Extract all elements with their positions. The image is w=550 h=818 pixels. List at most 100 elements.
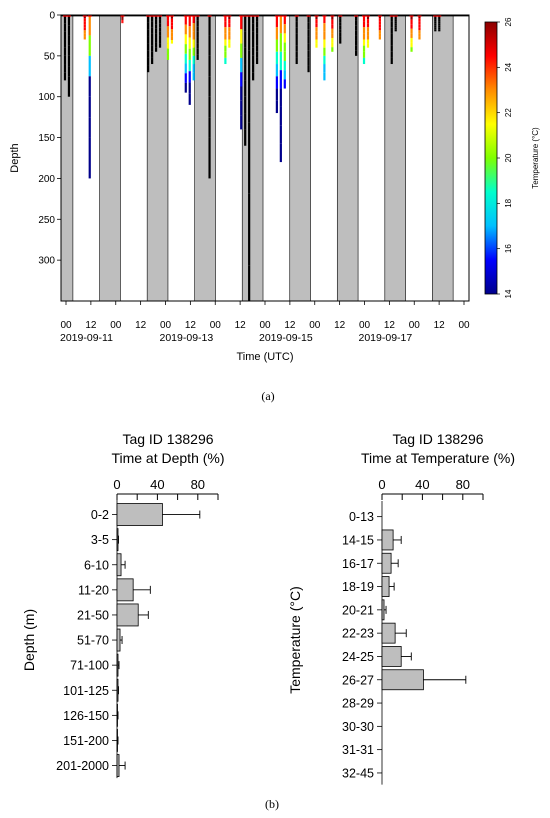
category-label: 21-50 [77, 608, 109, 622]
category-label: 126-150 [63, 709, 109, 723]
time-tick-label: 00 [409, 320, 421, 331]
night-band [384, 14, 406, 302]
dive-profile [389, 15, 394, 65]
bar [381, 529, 394, 551]
time-x-axis: 00 12 00 12 00 12 00 12 00 12 00 12 00 12 00 12 002019-0… [60, 301, 470, 344]
plot-a-frame [60, 14, 470, 302]
dive-profile [227, 15, 232, 48]
date-label: 2019-09-15 [259, 332, 313, 344]
time-tick-label: 00 [359, 320, 371, 331]
dive-profile [146, 15, 151, 73]
temperature-category-labels: 0-13 14-15 16-17 18-19 20-21 22-23 24-25 26-27 2… [342, 510, 382, 780]
dive-profile [223, 15, 228, 65]
night-band [60, 14, 74, 302]
percent-tick-label: 0 [378, 477, 385, 492]
night-band [146, 14, 169, 302]
colorbar-tick-label: 26 [504, 17, 513, 26]
time-tick-label: 00 [458, 320, 470, 331]
percent-tick-label: 40 [150, 477, 164, 492]
depth-category-labels: 0-2 3-5 6-10 11-20 21-50 51-70 71-100 101-125 12… [56, 508, 117, 773]
dive-profile [362, 15, 367, 65]
time-tick-label: 00 [60, 320, 72, 331]
time-tick-label: 12 [384, 320, 396, 331]
time-tick-label: 12 [85, 320, 97, 331]
dive-profile [417, 15, 422, 40]
dive-profiles [61, 15, 469, 301]
bar [116, 729, 118, 752]
depth-y-axis: 0 50 100 150 200 250 300 [38, 11, 61, 267]
dive-profile [187, 15, 192, 105]
dive-profile [62, 15, 67, 81]
depth-axis-label: Depth [9, 143, 21, 172]
percent-tick-label: 40 [415, 477, 429, 492]
dive-profile [207, 15, 212, 179]
depth-tick-label: 200 [38, 174, 55, 185]
bar [381, 646, 402, 667]
bar [116, 628, 121, 652]
dive-profile [282, 15, 287, 89]
category-label: 22-23 [342, 627, 374, 641]
depth-tick-label: 0 [49, 11, 55, 22]
dive-profile [183, 15, 188, 93]
bar [116, 678, 119, 702]
time-tick-label: 00 [309, 320, 321, 331]
colorbar-tick-label: 20 [504, 153, 513, 162]
night-band [289, 14, 311, 302]
time-tick-label: 12 [434, 320, 446, 331]
category-label: 26-27 [342, 673, 374, 687]
panel-b-label: (b) [265, 797, 279, 811]
depth-bars [116, 498, 201, 779]
category-label: 20-21 [342, 603, 374, 617]
night-band [336, 14, 359, 302]
dive-profile [322, 15, 327, 81]
depth-tick-label: 150 [38, 133, 55, 144]
temperature-colorbar: 14 16 18 20 22 24 26 Temperature (°C) [484, 17, 540, 298]
category-label: 11-20 [78, 583, 109, 597]
category-label: 71-100 [70, 659, 109, 673]
depth-chart-title: Tag ID 138296 [122, 431, 213, 447]
time-tick-label: 12 [334, 320, 346, 331]
date-label: 2019-09-17 [359, 332, 413, 344]
date-label: 2019-09-13 [160, 332, 214, 344]
colorbar-tick-label: 22 [504, 108, 513, 117]
colorbar-tick-label: 24 [504, 62, 513, 71]
dive-profile [278, 15, 283, 163]
category-label: 3-5 [91, 533, 109, 547]
dive-profile [120, 15, 125, 24]
colorbar-ramp [484, 21, 498, 295]
category-label: 6-10 [84, 558, 109, 572]
dive-profile [314, 15, 319, 48]
time-tick-label: 12 [235, 320, 247, 331]
time-tick-label: 12 [284, 320, 296, 331]
colorbar-tick-label: 18 [504, 198, 513, 207]
bar [381, 576, 390, 597]
night-band [432, 14, 454, 302]
bar [381, 622, 396, 644]
bar [381, 552, 392, 574]
time-axis-label: Time (UTC) [236, 351, 293, 363]
category-label: 31-31 [342, 743, 374, 757]
depth-bins-axis-label: Depth (m) [21, 609, 37, 671]
panel-a-label: (a) [261, 389, 274, 403]
category-label: 51-70 [77, 634, 109, 648]
colorbar-tick-label: 16 [504, 244, 513, 253]
date-label: 2019-09-11 [60, 332, 113, 344]
bar [116, 603, 139, 627]
dive-profile [87, 15, 92, 179]
dive-profile [338, 15, 343, 44]
category-label: 18-19 [342, 580, 374, 594]
dive-profile [306, 15, 311, 73]
depth-tick-label: 50 [44, 51, 56, 62]
time-tick-label: 00 [110, 320, 122, 331]
night-shading [60, 14, 454, 302]
time-tick-label: 00 [160, 320, 172, 331]
dive-profile [158, 15, 163, 48]
time-tick-label: 00 [210, 320, 222, 331]
temperature-bars [381, 501, 467, 785]
dive-profile [82, 15, 87, 40]
category-label: 14-15 [342, 533, 374, 547]
bar [116, 703, 118, 727]
category-label: 32-45 [342, 766, 374, 780]
dive-profile [409, 15, 414, 52]
